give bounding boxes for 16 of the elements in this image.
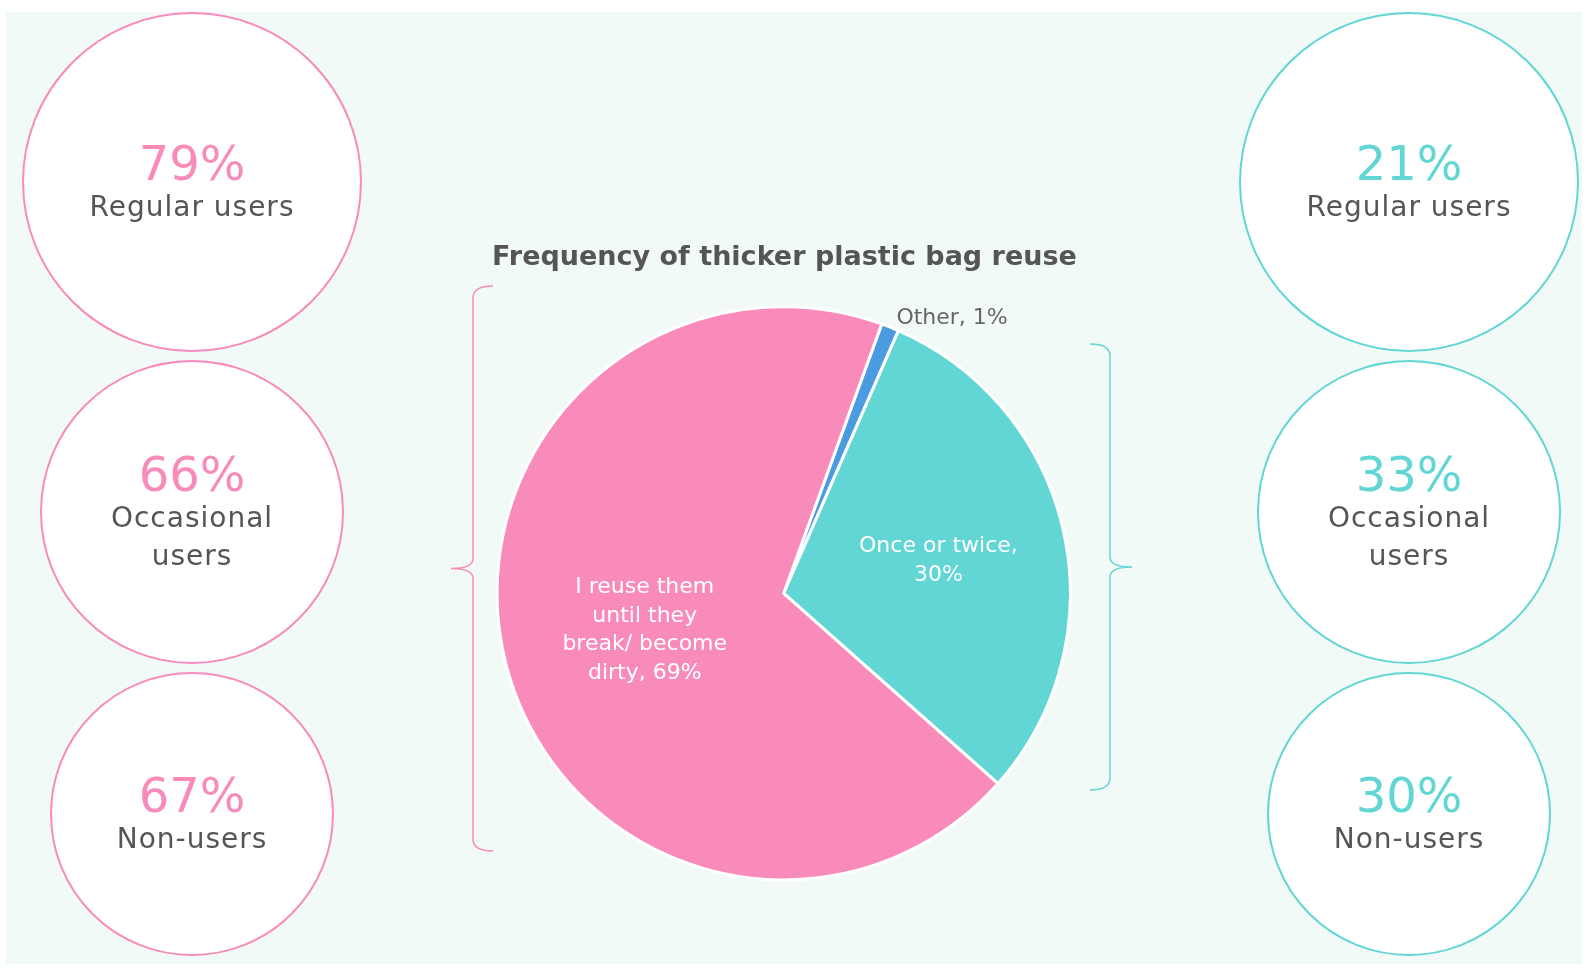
text: Occasional users [109,500,275,575]
text: 33% [1355,446,1463,502]
text: 30% [1355,766,1463,823]
text: Occasional users [1326,500,1492,575]
chart-title: Frequency of thicker plastic bag reuse [492,239,1077,271]
text: 66% [138,446,246,502]
text: Regular users [1306,189,1512,226]
text: Non-users [116,821,268,858]
text: Non-users [1333,821,1485,858]
text: Regular users [89,189,295,226]
slice-label: Once or twice, 30% [859,532,1018,587]
text: 79% [138,134,246,191]
slice-label: Other, 1% [896,303,1008,329]
slice-label: I reuse them until they break/ become dirty, 69% [562,573,728,684]
text: 67% [138,766,246,823]
text: 21% [1355,134,1463,191]
